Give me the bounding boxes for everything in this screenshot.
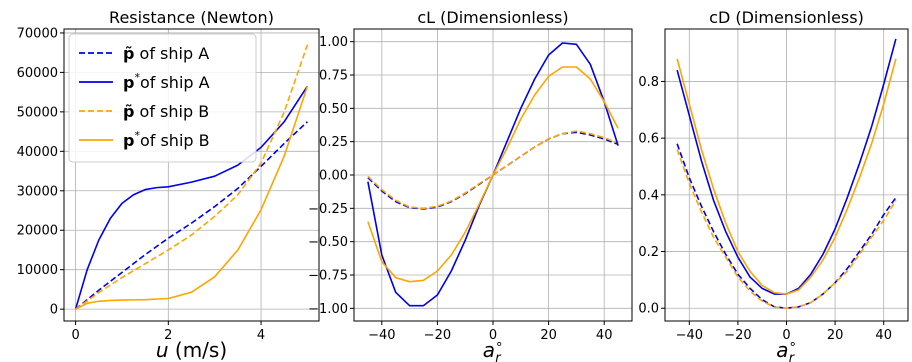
legend-label: of ship A (134, 44, 209, 63)
y-tick-label: 20000 (17, 224, 58, 239)
x-axis-label: u (m/s) (156, 338, 227, 362)
x-axis-label-superscript: ∘ (789, 337, 797, 352)
y-tick-label: 60000 (17, 66, 58, 81)
x-axis-label-subscript: r (789, 351, 796, 362)
legend-entry: p*of ship B (123, 129, 210, 150)
y-tick-label: 1.00 (319, 35, 348, 50)
y-tick-label: −0.50 (308, 235, 348, 250)
y-tick-label: −0.75 (308, 269, 348, 284)
x-axis-label-superscript: ∘ (495, 337, 503, 352)
panel-1: 0 2 4 0 10000 20000 30000 40000 50000 60000 70000 R… (17, 8, 320, 362)
x-tick-label: 0 (782, 328, 790, 343)
y-tick-label: 0.75 (319, 69, 348, 84)
legend-label: of ship B (140, 131, 210, 150)
solid-series-line-4 (676, 58, 897, 295)
y-tick-label: 0.00 (319, 169, 348, 184)
legend-symbol: p̃ (123, 44, 134, 63)
legend-superscript: * (134, 129, 140, 142)
solid-series-line-4 (367, 66, 619, 283)
y-tick-label: 0.4 (638, 188, 659, 203)
axes-frame (63, 28, 320, 322)
dashed-series-line-2 (676, 149, 897, 310)
x-tick-label: 4 (257, 328, 265, 343)
y-tick-label: 0.50 (319, 102, 348, 117)
x-tick-label: 2 (164, 328, 172, 343)
legend-symbol: p (123, 73, 134, 92)
x-tick-label: 20 (540, 328, 557, 343)
legend-label: of ship B (134, 102, 209, 121)
x-tick-label: −20 (424, 328, 451, 343)
legend-entry: p̃ of ship A (123, 44, 209, 63)
y-tick-label: 30000 (17, 184, 58, 199)
x-axis-label-symbol: a (776, 338, 788, 362)
legend-entry: p̃ of ship B (123, 102, 209, 121)
legend-symbol: p̃ (123, 102, 134, 121)
legend-symbol: p (123, 131, 134, 150)
panel-3: −40 −20 0 20 40 0.0 0.2 0.4 0.6 0.8 cD (Dimensionl… (638, 8, 909, 362)
x-tick-label: 40 (875, 328, 892, 343)
y-tick-label: 0.6 (638, 132, 659, 147)
legend-box (68, 33, 257, 163)
panel-2: −40 −20 0 20 40 −1.00 −0.75 −0.50 −0.25 0.00 0.25 0… (308, 8, 633, 362)
y-tick-label: 40000 (17, 145, 58, 160)
y-tick-label: 50000 (17, 105, 58, 120)
x-axis-label: a∘ r (776, 337, 796, 362)
legend: p̃ of ship Ap*of ship Ap̃ of ship Bp*of … (68, 33, 257, 163)
y-tick-label: 10000 (17, 263, 58, 278)
legend-entry: p*of ship A (123, 71, 210, 92)
x-axis-label: a∘ r (483, 337, 503, 362)
x-tick-label: −40 (368, 328, 395, 343)
y-tick-label: 0 (50, 303, 58, 318)
y-tick-label: 0.25 (319, 135, 348, 150)
solid-series-line-4 (75, 85, 309, 310)
y-tick-label: 0.0 (638, 302, 659, 317)
panel-title: Resistance (Newton) (109, 8, 274, 27)
x-axis-label-symbol: a (483, 338, 495, 362)
x-tick-label: 40 (596, 328, 613, 343)
dashed-series-line-3 (75, 44, 309, 310)
x-axis-label-unit: (m/s) (169, 338, 228, 362)
x-tick-label: −20 (724, 328, 751, 343)
x-tick-label: 0 (71, 328, 79, 343)
y-tick-label: 70000 (17, 26, 58, 41)
x-tick-label: −40 (676, 328, 703, 343)
dashed-series-line-1 (676, 143, 897, 310)
y-tick-label: 0.2 (638, 245, 659, 260)
panel-title: cL (Dimensionless) (417, 8, 568, 27)
legend-label: of ship A (140, 73, 210, 92)
y-tick-label: −1.00 (308, 302, 348, 317)
x-axis-label-symbol: u (156, 338, 169, 362)
dashed-series-line-1 (75, 121, 308, 310)
y-tick-label: 0.8 (638, 75, 659, 90)
x-tick-label: 0 (489, 328, 497, 343)
x-tick-label: 20 (827, 328, 844, 343)
legend-superscript: * (134, 71, 140, 84)
x-axis-label-subscript: r (495, 351, 502, 362)
panel-title: cD (Dimensionless) (709, 8, 864, 27)
y-tick-label: −0.25 (308, 202, 348, 217)
